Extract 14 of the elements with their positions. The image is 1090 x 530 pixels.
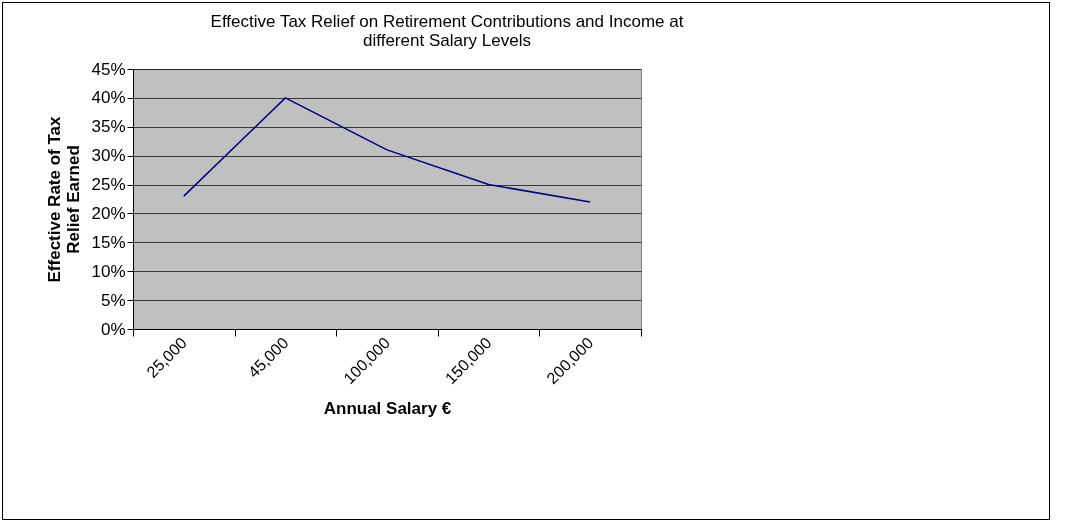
y-tick-label: 30% bbox=[91, 146, 126, 166]
y-tick-label: 45% bbox=[91, 59, 126, 79]
y-tick-label: 20% bbox=[91, 203, 126, 223]
y-tick-label: 40% bbox=[91, 88, 126, 108]
y-tick-label: 5% bbox=[100, 290, 126, 310]
chart-title: Effective Tax Relief on Retirement Contributions and Income at different Salary Levels bbox=[210, 12, 684, 50]
y-tick-label: 25% bbox=[91, 175, 126, 195]
y-axis-title: Effective Rate of Tax Relief Earned bbox=[45, 115, 84, 283]
line-series bbox=[183, 97, 591, 203]
y-tick-label: 0% bbox=[100, 319, 126, 339]
y-tick-label: 35% bbox=[91, 117, 126, 137]
y-tick-label: 15% bbox=[91, 232, 126, 252]
y-tick-label: 10% bbox=[91, 261, 126, 281]
x-axis-title: Annual Salary € bbox=[323, 399, 452, 419]
